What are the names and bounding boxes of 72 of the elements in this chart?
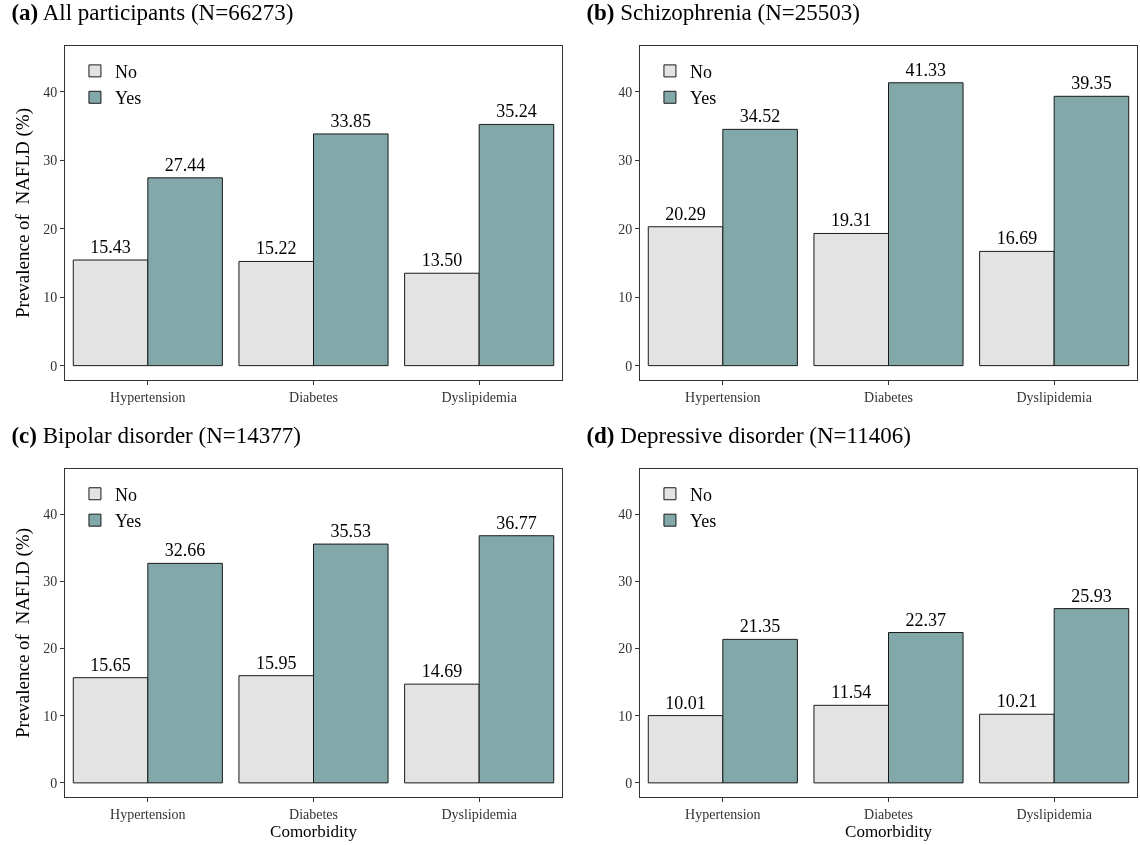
y-tick-label: 40 <box>618 84 633 100</box>
x-tick-label: Hypertension <box>110 389 186 405</box>
y-tick-label: 20 <box>618 221 633 237</box>
data-label: 20.29 <box>665 203 706 224</box>
data-label: 27.44 <box>164 154 206 175</box>
data-label: 22.37 <box>905 609 947 630</box>
data-label: 25.93 <box>1071 585 1112 606</box>
x-tick-label: Diabetes <box>864 806 913 822</box>
data-label: 36.77 <box>496 512 537 533</box>
data-label: 16.69 <box>996 228 1038 249</box>
x-tick-label: Dyslipidemia <box>1016 389 1093 405</box>
x-tick-label: Diabetes <box>289 806 338 822</box>
y-tick-label: 10 <box>618 290 633 306</box>
y-tick-label: 30 <box>618 574 633 590</box>
y-tick-label: 40 <box>43 506 58 522</box>
legend-label: No <box>114 61 137 82</box>
data-label: 34.52 <box>739 106 781 127</box>
legend-label: Yes <box>689 511 717 532</box>
x-axis-title: Comorbidity <box>270 822 358 842</box>
data-label: 39.35 <box>1071 73 1112 94</box>
y-tick-label: 10 <box>43 290 58 306</box>
data-label: 14.69 <box>421 661 463 682</box>
y-tick-label: 0 <box>50 358 58 374</box>
data-label: 11.54 <box>831 682 872 703</box>
y-tick-label: 30 <box>43 153 58 169</box>
y-tick-label: 40 <box>43 84 58 100</box>
y-tick-label: 20 <box>43 641 58 657</box>
data-label: 10.21 <box>996 691 1038 712</box>
chart-title: (d) Depressive disorder (N=11406) <box>586 423 911 449</box>
data-label: 35.53 <box>330 521 372 542</box>
x-tick-label: Dyslipidemia <box>441 806 518 822</box>
y-tick-label: 0 <box>625 358 633 374</box>
data-label: 33.85 <box>330 110 372 131</box>
y-tick-label: 40 <box>618 506 633 522</box>
data-label: 15.22 <box>255 238 297 259</box>
y-tick-label: 10 <box>43 708 58 724</box>
legend-label: Yes <box>114 88 142 109</box>
y-tick-label: 30 <box>618 153 633 169</box>
x-axis-title: Comorbidity <box>845 822 933 842</box>
chart-title: (a) All participants (N=66273) <box>11 0 294 26</box>
x-tick-label: Diabetes <box>864 389 913 405</box>
y-axis-title: Prevalence of NAFLD (%) <box>12 108 35 318</box>
x-tick-label: Diabetes <box>289 389 338 405</box>
x-tick-label: Hypertension <box>110 806 186 822</box>
y-tick-label: 10 <box>618 708 633 724</box>
data-label: 19.31 <box>830 210 872 231</box>
data-label: 15.65 <box>90 654 131 675</box>
legend-label: No <box>689 484 712 505</box>
data-label: 21.35 <box>739 616 781 637</box>
data-label: 15.43 <box>90 237 131 258</box>
y-tick-label: 0 <box>50 775 58 791</box>
data-label: 41.33 <box>905 59 947 80</box>
chart-title: (b) Schizophrenia (N=25503) <box>586 0 860 26</box>
legend-label: No <box>114 484 137 505</box>
y-tick-label: 20 <box>43 221 58 237</box>
y-tick-label: 20 <box>618 641 633 657</box>
x-tick-label: Dyslipidemia <box>441 389 518 405</box>
y-tick-label: 30 <box>43 574 58 590</box>
legend-label: Yes <box>114 511 142 532</box>
data-label: 10.01 <box>665 692 706 713</box>
legend-label: Yes <box>689 88 717 109</box>
data-label: 15.95 <box>255 652 297 673</box>
legend-label: No <box>689 61 712 82</box>
data-label: 32.66 <box>164 540 206 561</box>
chart-title: (c) Bipolar disorder (N=14377) <box>11 423 301 449</box>
y-axis-title: Prevalence of NAFLD (%) <box>12 528 35 738</box>
data-label: 35.24 <box>496 101 537 122</box>
x-tick-label: Dyslipidemia <box>1016 806 1093 822</box>
data-label: 13.50 <box>421 250 463 271</box>
x-tick-label: Hypertension <box>685 806 761 822</box>
y-tick-label: 0 <box>625 775 633 791</box>
x-tick-label: Hypertension <box>685 389 761 405</box>
